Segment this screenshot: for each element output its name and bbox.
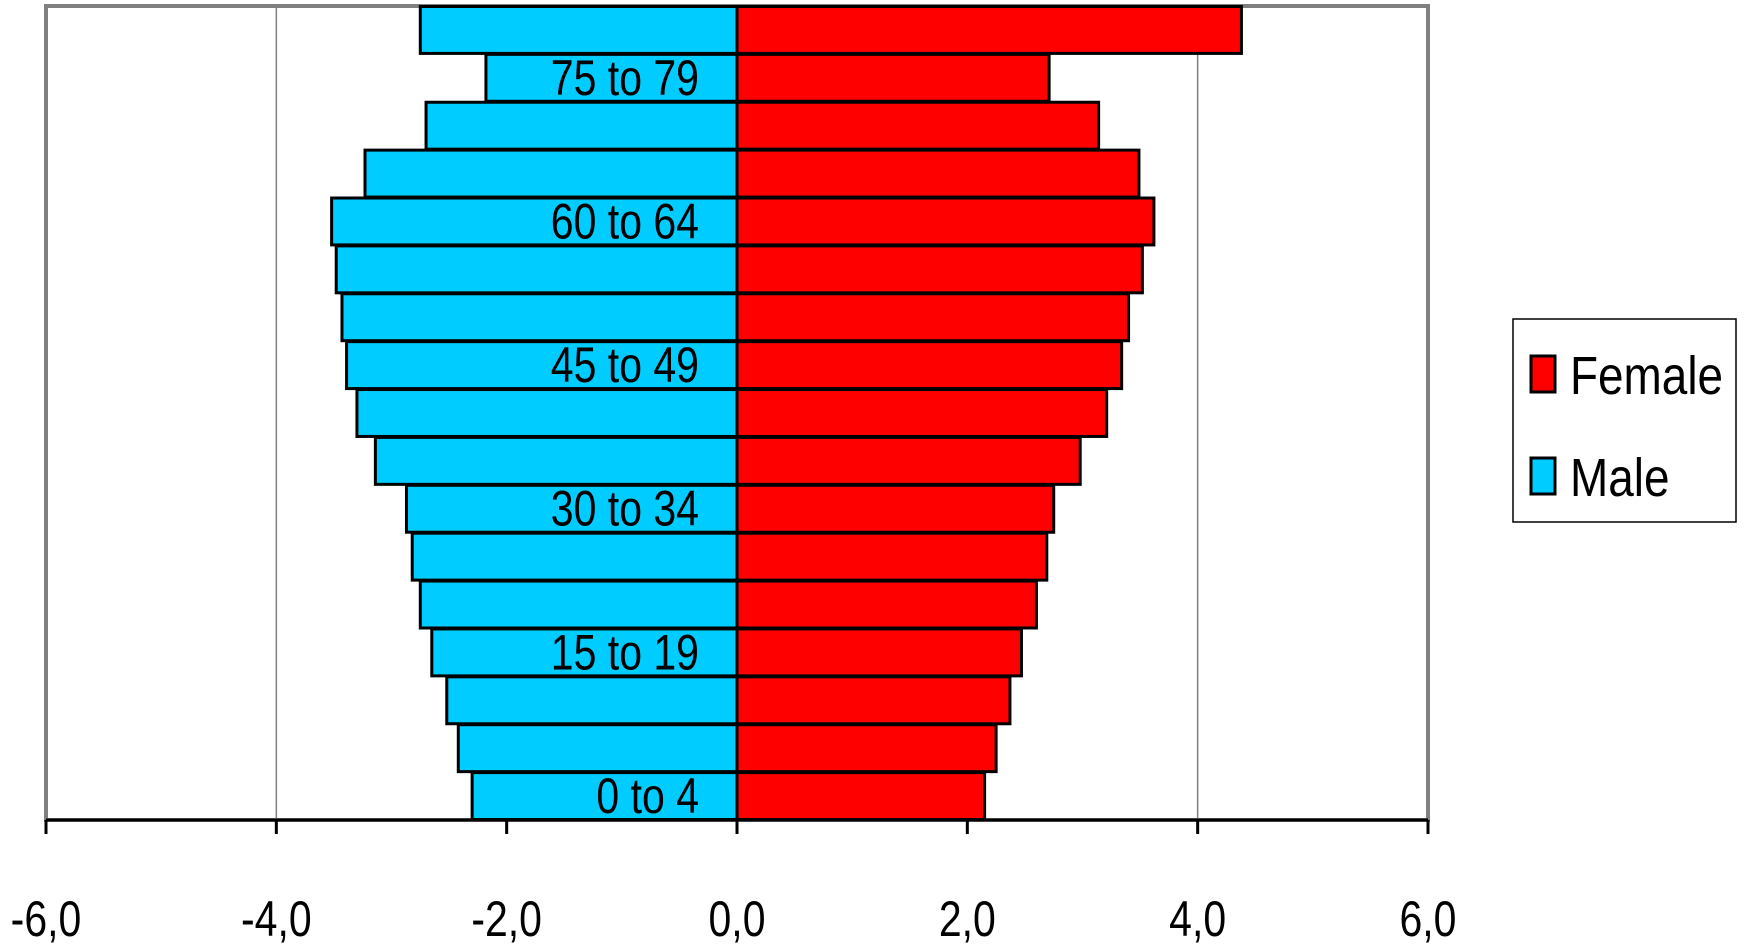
- bar-female-3: [735, 627, 1023, 678]
- bar-male-0: [470, 771, 739, 822]
- category-label-5: 75 to 79: [551, 50, 699, 106]
- bar-male-5: [410, 531, 739, 582]
- bar-male-1: [456, 723, 739, 774]
- legend-swatch-male: [1529, 456, 1557, 496]
- bar-male-7: [373, 435, 739, 486]
- bar-male-13: [363, 148, 739, 199]
- bar-male-4: [418, 579, 739, 630]
- bar-male-14: [424, 100, 739, 151]
- bar-female-7: [735, 435, 1082, 486]
- bar-male-11: [334, 244, 739, 295]
- legend: Female Male: [1512, 318, 1737, 523]
- category-label-4: 60 to 64: [551, 194, 699, 250]
- x-tick-label-6: 6,0: [1400, 891, 1457, 947]
- category-label-1: 15 to 19: [551, 625, 699, 681]
- legend-swatch-female: [1529, 354, 1557, 394]
- bar-female-0: [735, 771, 987, 822]
- bar-female-14: [735, 100, 1101, 151]
- bar-female-9: [735, 340, 1124, 391]
- x-tick-label-1: -4,0: [241, 891, 312, 947]
- bar-female-5: [735, 531, 1049, 582]
- x-tick-label-0: -6,0: [11, 891, 82, 947]
- bar-female-8: [735, 388, 1109, 438]
- bar-female-1: [735, 723, 998, 774]
- bars: [330, 4, 1243, 822]
- bar-female-16: [735, 4, 1243, 55]
- bar-female-15: [735, 52, 1051, 103]
- category-label-3: 45 to 49: [551, 337, 699, 393]
- bar-male-3: [430, 627, 739, 678]
- category-labels: 0 to 4 15 to 19 30 to 34 45 to 49 60 to 64 75…: [551, 50, 699, 824]
- bar-female-12: [735, 196, 1156, 247]
- category-label-2: 30 to 34: [551, 481, 699, 537]
- bar-female-13: [735, 148, 1141, 199]
- bar-male-8: [355, 388, 739, 438]
- bar-female-4: [735, 579, 1038, 630]
- x-tick-label-2: -2,0: [471, 891, 542, 947]
- bar-female-6: [735, 483, 1056, 534]
- bar-female-10: [735, 292, 1131, 343]
- category-label-0: 0 to 4: [596, 768, 699, 824]
- bar-male-10: [340, 292, 739, 343]
- x-tick-label-3: 0,0: [709, 891, 766, 947]
- x-axis: -6,0 -4,0 -2,0 0,0 2,0 4,0 6,0: [11, 818, 1457, 947]
- legend-label-female: Female: [1570, 346, 1723, 406]
- legend-label-male: Male: [1570, 448, 1669, 508]
- x-tick-label-5: 4,0: [1169, 891, 1226, 947]
- bar-female-2: [735, 675, 1012, 726]
- bar-male-16: [418, 4, 739, 55]
- bar-female-11: [735, 244, 1144, 295]
- bar-male-15: [484, 52, 739, 103]
- x-tick-label-4: 2,0: [939, 891, 996, 947]
- bar-male-2: [445, 675, 739, 726]
